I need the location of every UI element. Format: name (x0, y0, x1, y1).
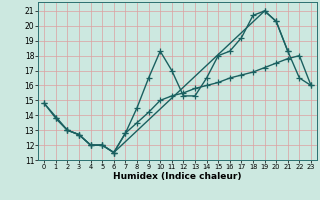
X-axis label: Humidex (Indice chaleur): Humidex (Indice chaleur) (113, 172, 242, 181)
